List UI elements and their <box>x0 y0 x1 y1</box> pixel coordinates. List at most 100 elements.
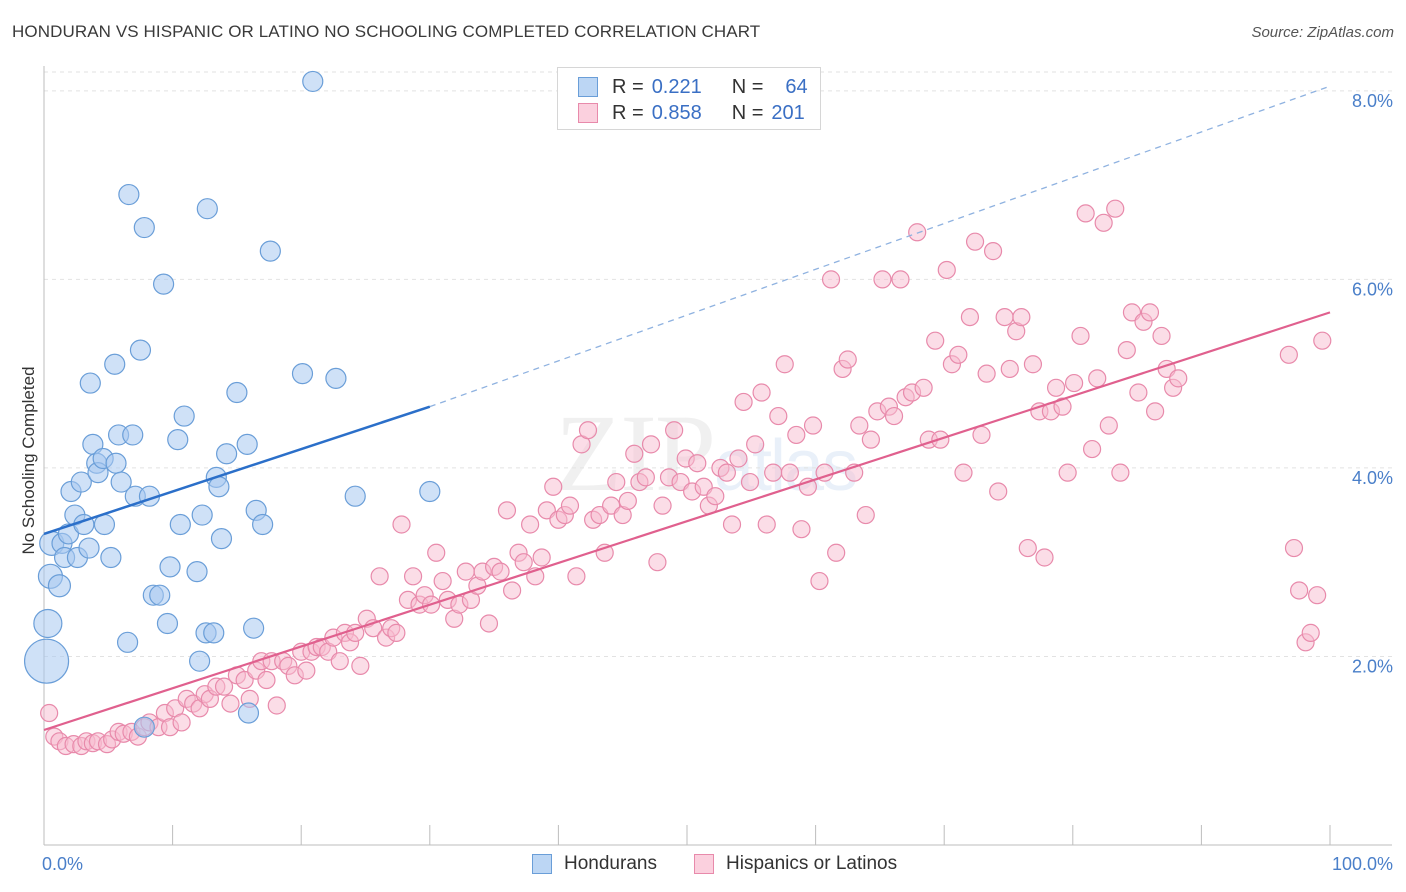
trend-line-hondurans-extension <box>429 85 1331 408</box>
data-point-hispanics <box>1308 586 1327 605</box>
data-point-hispanics <box>972 425 991 445</box>
data-point-hondurans <box>191 504 213 526</box>
data-point-hispanics <box>856 505 875 525</box>
data-point-hispanics <box>665 421 684 440</box>
data-point-hispanics <box>1099 416 1118 435</box>
data-point-hispanics <box>757 515 776 534</box>
data-point-hispanics <box>560 496 580 515</box>
data-point-hondurans <box>210 528 233 550</box>
data-point-hispanics <box>729 449 748 468</box>
data-point-hispanics <box>648 553 667 572</box>
y-tick-label: 8.0% <box>1352 91 1393 111</box>
data-point-hispanics <box>1140 303 1160 322</box>
data-point-hispanics <box>456 562 475 581</box>
data-point-hispanics <box>40 703 59 723</box>
data-point-hondurans <box>152 273 175 295</box>
trend-line-hondurans <box>43 405 431 536</box>
data-point-hispanics <box>221 694 240 713</box>
bottom-legend-hispanics: Hispanics or Latinos <box>694 852 897 876</box>
data-point-hispanics <box>1146 402 1165 421</box>
data-point-hondurans <box>110 471 132 493</box>
series-hispanics-points <box>40 199 1332 756</box>
data-point-hispanics <box>479 614 499 633</box>
data-point-hispanics <box>1129 383 1148 402</box>
bottom-legend-label-hondurans: Hondurans <box>564 853 657 874</box>
data-point-hispanics <box>625 444 644 463</box>
data-point-hispanics <box>297 661 316 680</box>
data-point-hispanics <box>172 713 191 732</box>
data-point-hondurans <box>169 513 191 536</box>
legend-swatch-hispanics <box>578 103 598 123</box>
data-point-hispanics <box>926 331 945 350</box>
data-point-hispanics <box>717 463 736 482</box>
data-point-hispanics <box>914 378 933 397</box>
data-point-hispanics <box>1035 548 1054 567</box>
bottom-legend-label-hispanics: Hispanics or Latinos <box>726 853 898 874</box>
data-point-hondurans <box>149 584 171 606</box>
data-point-hispanics <box>740 472 760 492</box>
chart-title: HONDURAN VS HISPANIC OR LATINO NO SCHOOL… <box>12 22 761 41</box>
data-point-hispanics <box>1088 369 1107 388</box>
data-point-hispanics <box>491 562 510 581</box>
data-point-hispanics <box>214 677 234 696</box>
data-point-hondurans <box>243 617 265 639</box>
source-label: Source: ZipAtlas.com <box>1251 24 1394 41</box>
legend-row-hispanics: R = 0.858 N = 201 <box>578 101 805 125</box>
data-point-hispanics <box>636 468 655 487</box>
bottom-legend-swatch-hispanics <box>694 854 714 874</box>
data-point-hispanics <box>1284 538 1304 558</box>
data-point-hispanics <box>977 364 996 383</box>
data-point-hispanics <box>908 223 927 242</box>
data-point-hondurans <box>156 612 179 635</box>
data-point-hondurans <box>196 198 218 220</box>
legend-n-label: N = <box>731 101 764 124</box>
data-point-hispanics <box>706 487 725 506</box>
data-point-hispanics <box>734 392 753 412</box>
legend-r-label: R = <box>612 75 644 98</box>
data-point-hispanics <box>752 383 771 402</box>
data-point-hispanics <box>850 416 869 435</box>
bottom-legend-swatch-hondurans <box>532 854 552 874</box>
data-point-hispanics <box>257 670 276 690</box>
data-point-hispanics <box>983 242 1003 261</box>
data-point-hispanics <box>641 435 661 454</box>
data-point-hondurans <box>33 608 63 639</box>
legend-r-label: R = <box>612 101 644 124</box>
legend-n-value: 201 <box>771 101 805 124</box>
data-point-hispanics <box>827 543 846 562</box>
data-point-hispanics <box>567 567 586 586</box>
data-point-hispanics <box>780 463 799 482</box>
data-point-hondurans <box>189 650 211 672</box>
data-point-hispanics <box>810 571 829 591</box>
data-point-hispanics <box>1064 373 1084 393</box>
data-point-hondurans <box>133 216 155 239</box>
axis-labels: 2.0% 4.0% 6.0% 8.0% 0.0% 100.0% No Schooling C… <box>19 91 1393 874</box>
data-point-hispanics <box>722 515 742 534</box>
data-point-hispanics <box>884 406 904 426</box>
x-tick-label-min: 0.0% <box>42 854 83 874</box>
data-point-hispanics <box>891 270 910 289</box>
data-point-hispanics <box>521 515 540 534</box>
data-point-hispanics <box>1301 623 1320 642</box>
data-point-hispanics <box>433 571 452 591</box>
data-point-hispanics <box>1169 369 1188 388</box>
data-point-hispanics <box>1076 204 1095 223</box>
data-point-hispanics <box>965 232 985 251</box>
data-point-hispanics <box>578 421 598 440</box>
data-point-hispanics <box>873 270 892 289</box>
data-point-hispanics <box>1000 359 1019 379</box>
data-point-hispanics <box>792 520 811 539</box>
data-point-hispanics <box>370 567 389 586</box>
data-point-hispanics <box>351 656 370 675</box>
data-point-hispanics <box>1111 463 1130 482</box>
data-point-hispanics <box>607 472 626 492</box>
data-point-hondurans <box>236 433 258 455</box>
y-tick-label: 4.0% <box>1352 468 1393 488</box>
data-point-hispanics <box>861 430 880 449</box>
data-point-hondurans <box>216 443 238 465</box>
data-point-hispanics <box>1152 326 1171 346</box>
data-point-hondurans <box>57 523 80 545</box>
data-point-hondurans <box>79 372 101 394</box>
data-point-hispanics <box>1023 355 1043 374</box>
y-axis-label: No Schooling Completed <box>19 366 38 554</box>
